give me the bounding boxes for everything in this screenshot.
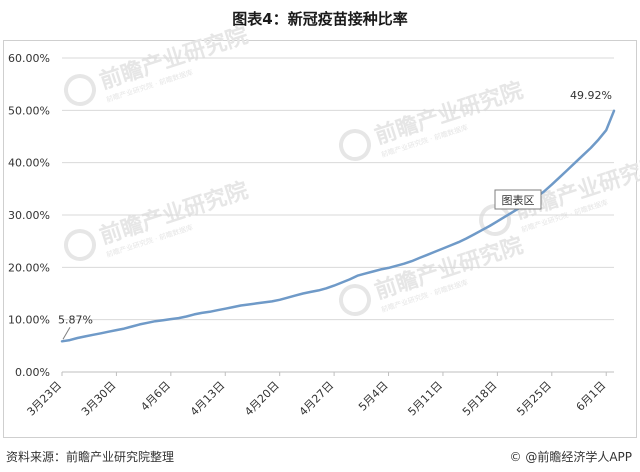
y-tick-label: 60.00% [8,52,50,65]
x-tick-label: 5月25日 [514,379,554,419]
x-tick-label: 5月11日 [405,379,445,419]
x-axis: 3月23日 3月30日 4月6日 4月13日 4月20日 4月27日 5月4日 5月11日 5月… [25,371,614,419]
tooltip-label: 图表区 [502,193,535,207]
data-label-start: 5.87% [58,313,93,326]
x-tick-label: 5月4日 [356,379,391,414]
y-tick-label: 10.00% [8,314,50,327]
y-tick-label: 50.00% [8,104,50,117]
y-tick-label: 20.00% [8,261,50,274]
x-tick-label: 5月18日 [460,379,500,419]
watermark-logo-mark [64,229,96,261]
chart-area-tooltip: 图表区 [494,189,542,210]
watermark-logo-mark [339,284,371,316]
y-tick-label: 40.00% [8,157,50,170]
credit-text: @前瞻经济学人APP [525,450,632,464]
grid-lines [62,57,614,373]
y-tick-label: 0.00% [15,366,50,379]
x-tick-label: 3月30日 [79,379,119,419]
x-tick-label: 3月23日 [25,379,65,419]
x-tick-label: 6月1日 [574,379,609,414]
watermark-logo-mark [339,129,371,161]
data-label-leader [62,327,71,340]
watermark-logo-mark [64,74,96,106]
watermark-text: 前瞻产业研究院 [97,177,252,249]
x-tick-label: 4月27日 [297,379,337,419]
tooltip-box [494,189,542,210]
footer: 资料来源：前瞻产业研究院整理 © @前瞻经济学人APP [0,442,640,472]
data-label-end: 49.92% [570,89,612,102]
watermark-text: 前瞻产业研究院 [372,232,527,304]
source-note: 资料来源：前瞻产业研究院整理 [6,450,175,464]
chart-frame [3,40,637,438]
annotation-layer: 5.87% 49.92% [58,89,612,340]
credit-note: © @前瞻经济学人APP [509,448,632,465]
y-tick-label: 30.00% [8,209,50,222]
y-axis-ticks: 0.00% 10.00% 20.00% 30.00% 40.00% 50.00% 60.00… [8,52,50,379]
watermark-text: 前瞻产业研究院 [372,77,527,149]
x-tick-label: 4月13日 [188,379,228,419]
x-tick-label: 4月6日 [138,379,173,414]
copyright-icon: © [509,450,522,464]
chart-title: 图表4：新冠疫苗接种比率 [232,10,408,28]
x-tick-label: 4月20日 [242,379,282,419]
